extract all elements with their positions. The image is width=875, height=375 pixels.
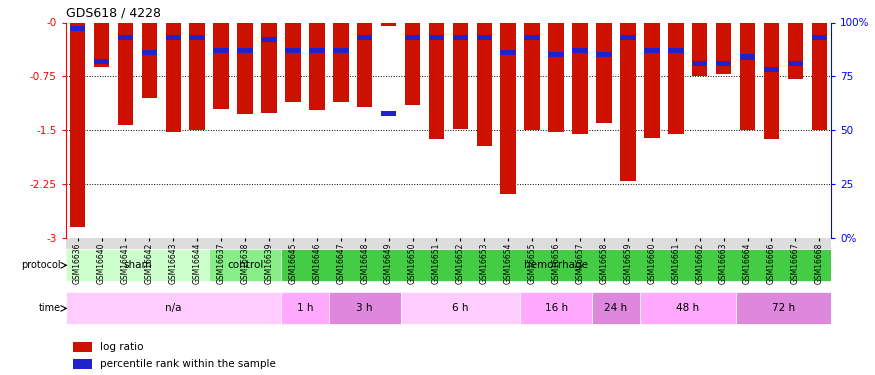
Bar [357,35,373,40]
Bar [429,35,444,40]
Bar [309,22,325,110]
Text: 24 h: 24 h [605,303,627,313]
Bar [500,50,516,55]
Bar [596,22,612,123]
Bar [692,61,707,66]
Bar [237,48,253,53]
Bar [500,22,516,194]
Bar [66,249,209,281]
Text: 72 h: 72 h [772,303,795,313]
Bar [668,22,683,134]
Bar [692,22,707,76]
Bar [70,22,86,227]
Bar [788,22,803,79]
Text: time: time [38,303,61,313]
Bar [285,22,301,102]
Bar [524,35,540,40]
Bar [262,37,276,42]
Bar [117,22,133,125]
Bar [764,22,780,139]
Text: 16 h: 16 h [544,303,568,313]
Text: n/a: n/a [165,303,181,313]
Text: control: control [227,260,263,270]
Bar [811,22,827,130]
Bar [524,22,540,130]
Bar [401,292,521,324]
Bar [281,292,329,324]
Bar [94,59,109,64]
Bar [329,292,401,324]
Bar [142,50,158,55]
Text: GDS618 / 4228: GDS618 / 4228 [66,7,161,20]
Text: 3 h: 3 h [356,303,373,313]
Text: log ratio: log ratio [100,342,144,352]
Text: percentile rank within the sample: percentile rank within the sample [100,358,276,369]
Bar [381,22,396,26]
Bar [281,249,831,281]
Bar [262,22,276,113]
Bar [736,292,831,324]
Bar [811,35,827,40]
Bar [429,22,444,139]
Bar [66,292,281,324]
Bar [452,35,468,40]
Bar [94,22,109,67]
Bar [644,48,660,53]
Bar [739,22,755,130]
Bar [74,358,93,369]
Bar [572,48,588,53]
Bar [333,48,348,53]
Bar [764,68,780,72]
Bar [549,22,564,132]
Text: sham: sham [123,260,151,270]
Bar [668,48,683,53]
Bar [596,53,612,57]
Bar [716,61,732,66]
Bar [237,22,253,114]
Bar [620,22,635,181]
Bar [644,22,660,138]
Bar [309,48,325,53]
Bar [165,35,181,40]
Bar [285,48,301,53]
Text: 6 h: 6 h [452,303,469,313]
Bar [70,27,86,32]
Bar [620,35,635,40]
Bar [405,22,420,105]
Bar [477,35,492,40]
Bar [640,292,736,324]
Bar [477,22,492,146]
Bar [381,111,396,116]
Text: hemorrhage: hemorrhage [524,260,588,270]
Bar [74,342,93,352]
Bar [165,22,181,132]
Bar [405,35,420,40]
Bar [739,54,755,60]
Text: 1 h: 1 h [297,303,313,313]
Bar [716,22,732,74]
Bar [333,22,348,102]
Bar [521,292,592,324]
Bar [209,249,281,281]
Bar [452,22,468,129]
Bar [190,22,205,130]
Bar [117,35,133,40]
Bar [190,35,205,40]
Bar [214,48,229,53]
Bar [572,22,588,134]
Bar [214,22,229,109]
Text: 48 h: 48 h [676,303,699,313]
Text: protocol: protocol [21,260,61,270]
Bar [788,61,803,66]
Bar [592,292,640,324]
Bar [357,22,373,107]
Bar [549,53,564,57]
Bar [142,22,158,98]
